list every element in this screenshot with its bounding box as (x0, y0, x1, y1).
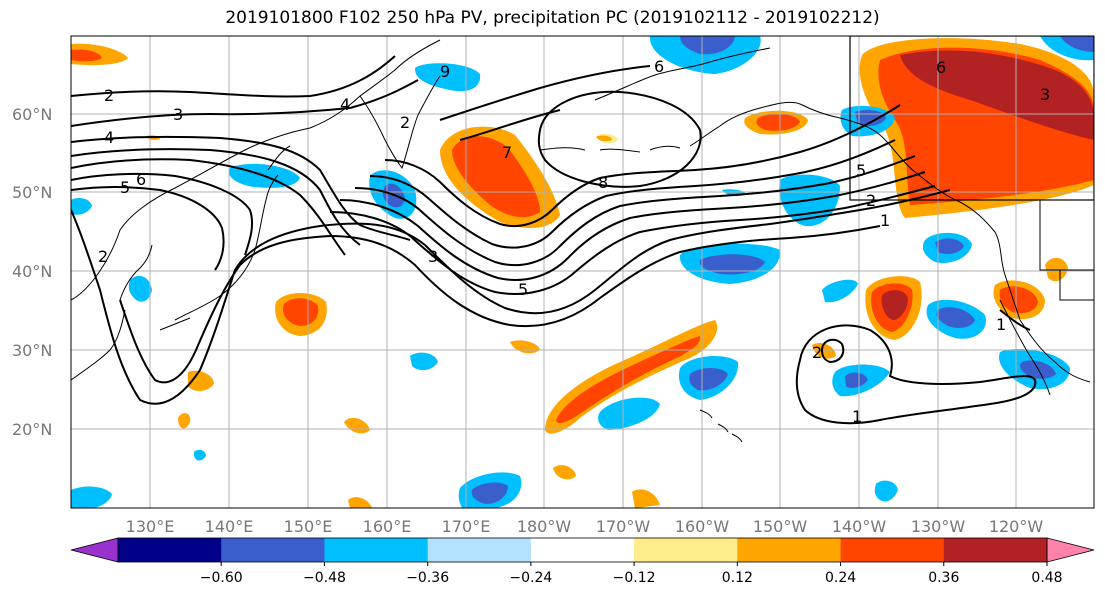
contour-label: 4 (104, 128, 114, 147)
contour-label: 1 (852, 407, 862, 426)
contour-label: 2 (98, 247, 108, 266)
colorbar (70, 537, 1095, 563)
lat-labels: 60°N 50°N 40°N 30°N 20°N (12, 105, 52, 439)
colorbar-extend-high (1046, 537, 1095, 563)
colorbar-extend-low (70, 537, 119, 563)
contour-label: 5 (120, 178, 130, 197)
lon-label: 140°W (832, 517, 887, 536)
colorbar-segment (530, 538, 635, 562)
colorbar-segment (118, 538, 222, 562)
colorbar-segment (324, 538, 429, 562)
colorbar-tick-label: −0.24 (509, 570, 552, 586)
contour-label: 2 (812, 343, 822, 362)
lon-label: 130°W (911, 517, 966, 536)
colorbar-tick-label: 0.48 (1031, 570, 1062, 586)
colorbar-tick-label: 0.12 (722, 570, 753, 586)
contour-label: 1 (880, 211, 890, 230)
lat-label: 60°N (12, 105, 52, 124)
lon-label: 150°W (753, 517, 808, 536)
contour-label: 5 (856, 161, 866, 180)
contour-label: 4 (340, 95, 350, 114)
contour-labels: 2 3 4 4 5 6 2 2 3 5 7 8 6 6 5 2 1 1 1 2 … (98, 57, 1050, 426)
colorbar-tick-label: −0.48 (303, 570, 346, 586)
colorbar-segment (840, 538, 945, 562)
colorbar-outline (117, 537, 1048, 563)
pv-contours (71, 55, 1037, 425)
lon-label: 120°W (989, 517, 1044, 536)
colorbar-ticks: −0.60 −0.48 −0.36 −0.24 −0.12 0.12 0.24 0.36 0.4… (200, 562, 1063, 586)
lon-label: 160°E (363, 517, 412, 536)
contour-label: 2 (866, 191, 876, 210)
colorbar-segment (943, 538, 1048, 562)
lon-label: 140°E (205, 517, 254, 536)
lat-label: 50°N (12, 183, 52, 202)
colorbar-segment (221, 538, 325, 562)
contour-label: 5 (518, 280, 528, 299)
colorbar-tick-label: −0.12 (613, 570, 656, 586)
colorbar-segment (427, 538, 532, 562)
contour-label: 3 (173, 105, 183, 124)
graticule (71, 36, 1094, 508)
lon-label: 180°W (517, 517, 572, 536)
lat-label: 20°N (12, 420, 52, 439)
colorbar-segment (634, 538, 738, 562)
lon-label: 160°W (675, 517, 730, 536)
contour-label: 6 (654, 57, 664, 76)
contour-label: 6 (136, 170, 146, 189)
contour-label: 1 (996, 315, 1006, 334)
contour-label: 3 (428, 247, 438, 266)
contour-label: 3 (1040, 85, 1050, 104)
contour-label: 2 (400, 113, 410, 132)
contour-label: 8 (598, 173, 608, 192)
lat-label: 30°N (12, 341, 52, 360)
colorbar-tick-label: −0.36 (406, 570, 449, 586)
contour-label: 6 (936, 58, 946, 77)
colorbar-tick-label: −0.60 (200, 570, 243, 586)
map-title: 2019101800 F102 250 hPa PV, precipitatio… (225, 8, 880, 28)
lon-label: 170°E (442, 517, 491, 536)
lon-label: 130°E (126, 517, 175, 536)
colorbar-tick-label: 0.36 (928, 570, 959, 586)
lat-label: 40°N (12, 262, 52, 281)
contour-label: 9 (440, 62, 450, 81)
colorbar-segment (737, 538, 842, 562)
contour-label: 7 (502, 143, 512, 162)
precip-positive-shading (71, 38, 1094, 508)
lon-label: 170°W (596, 517, 651, 536)
map-border (70, 35, 1095, 509)
colorbar-tick-label: 0.24 (825, 570, 856, 586)
lon-labels: 130°E 140°E 150°E 160°E 170°E 180°W 170°… (126, 517, 1044, 536)
lon-label: 150°E (284, 517, 333, 536)
region-box (849, 36, 1094, 201)
contour-label: 2 (104, 86, 114, 105)
